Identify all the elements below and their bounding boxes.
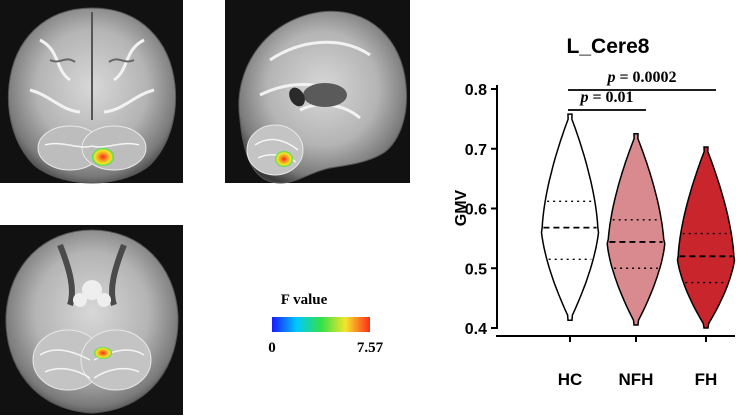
violin-chart: L_Cere8 GMV 0.4 0.5 0.6 0.7 0.8 HC NFH FH p = 0…: [453, 35, 736, 389]
x-tick-label: NFH: [619, 370, 654, 389]
colorbar-max-label: 7.57: [357, 340, 384, 356]
y-tick-label: 0.7: [465, 142, 487, 159]
violin-fh: [676, 146, 736, 329]
brain-axial-panel: [0, 225, 183, 415]
x-tick-label: FH: [695, 370, 718, 389]
colorbar-min-label: 0: [268, 340, 276, 356]
violin-nfh: [606, 133, 666, 326]
colorbar-title: F value: [281, 292, 328, 308]
y-tick-label: 0.8: [465, 82, 487, 99]
y-tick-label: 0.5: [465, 261, 487, 278]
p-value-label: p = 0.0002: [605, 69, 676, 86]
colorbar-gradient: [272, 317, 370, 332]
colorbar: F value 0 7.57: [268, 292, 383, 356]
x-tick-label: HC: [558, 370, 583, 389]
p-value-label: p = 0.01: [578, 89, 633, 106]
activation-blob: [275, 151, 293, 167]
chart-title: L_Cere8: [567, 35, 650, 58]
y-tick-label: 0.6: [465, 202, 487, 219]
y-tick-label: 0.4: [465, 321, 487, 338]
activation-blob: [94, 347, 112, 359]
brain-sagittal-panel: [225, 0, 410, 184]
brain-coronal-panel: [0, 0, 183, 184]
violin-hc: [540, 113, 600, 321]
y-axis-label: GMV: [453, 189, 470, 226]
activation-blob: [92, 148, 114, 166]
